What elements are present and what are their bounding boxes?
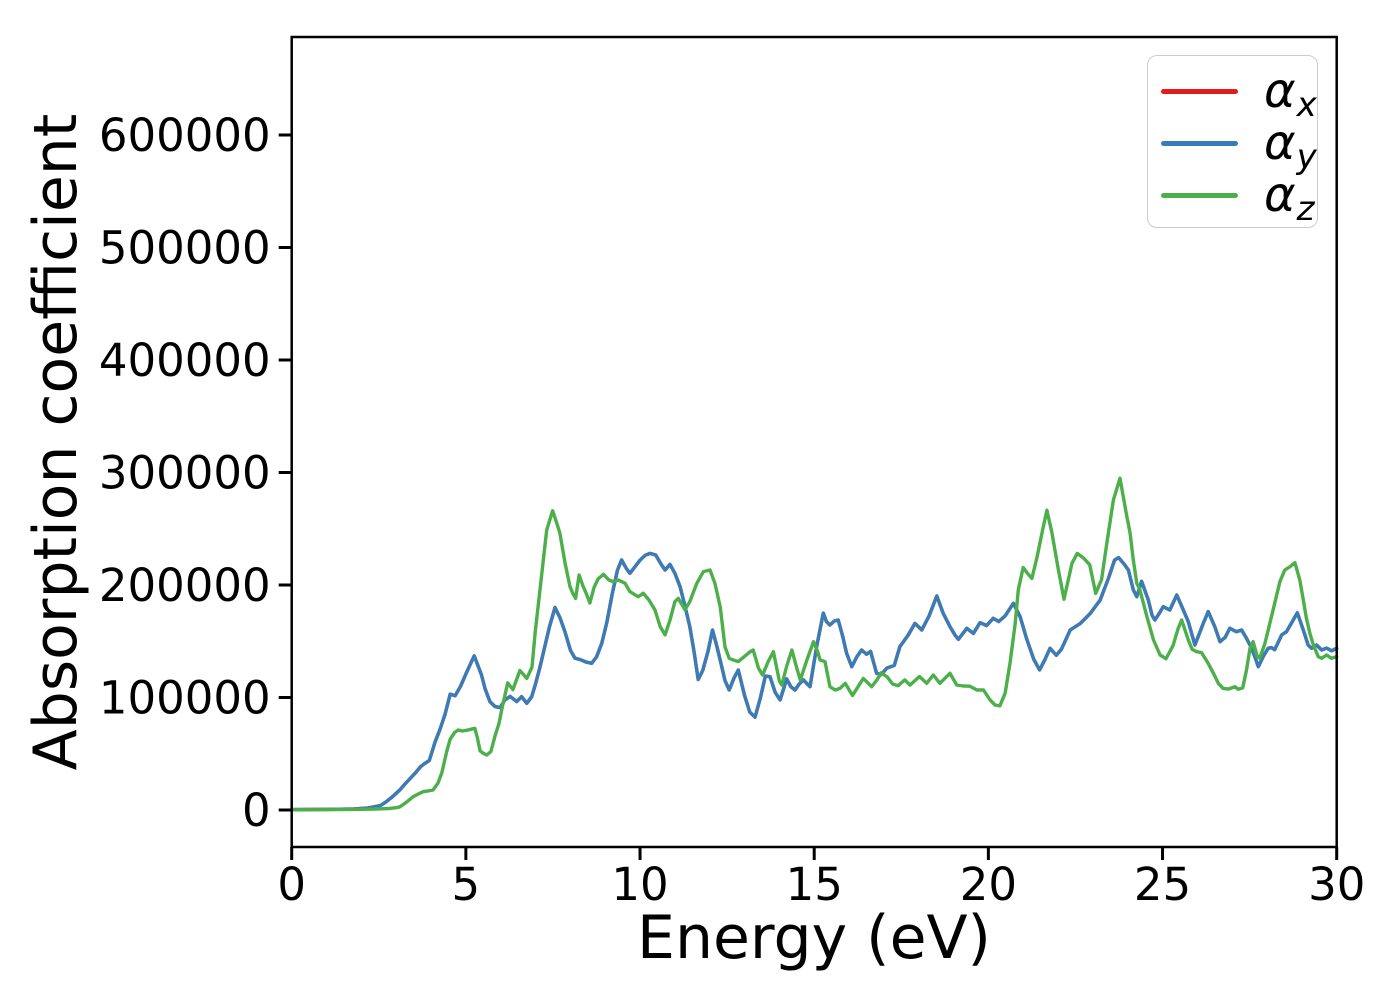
y-axis-title: Absorption coefficient <box>21 113 91 771</box>
x-tick-label: 15 <box>786 858 843 911</box>
x-tick-label: 10 <box>611 858 668 911</box>
legend-item-alpha-x: αx <box>1148 63 1317 125</box>
series-line-alpha-z <box>290 476 1339 812</box>
x-tick-label: 5 <box>452 858 481 911</box>
x-tick-label: 0 <box>277 858 306 911</box>
legend-line-alpha-x-swatch <box>1161 88 1238 94</box>
x-tick-label: 30 <box>1308 858 1365 911</box>
plot-border <box>290 35 1338 849</box>
x-axis-title: Energy (eV) <box>637 903 991 973</box>
legend-line-alpha-z-swatch <box>1161 192 1238 198</box>
x-tick-label: 25 <box>1134 858 1191 911</box>
y-tick-label: 0 <box>242 784 271 837</box>
y-tick-label: 300000 <box>99 446 271 499</box>
y-tick-label: 200000 <box>99 559 271 612</box>
y-tick-label: 400000 <box>99 334 271 387</box>
series-line-alpha-y <box>290 551 1339 812</box>
x-tick-label: 20 <box>960 858 1017 911</box>
legend: αx αy αz <box>1147 55 1318 228</box>
series-line-alpha-x <box>290 551 1339 812</box>
legend-label-alpha-y: αy <box>1264 115 1317 177</box>
y-tick-label: 600000 <box>99 109 271 162</box>
y-tick-label: 100000 <box>99 671 271 724</box>
legend-item-alpha-y: αy <box>1148 115 1317 177</box>
y-tick-label: 500000 <box>99 221 271 274</box>
legend-label-alpha-x: αx <box>1264 63 1317 125</box>
legend-label-alpha-z: αz <box>1264 167 1315 229</box>
legend-item-alpha-z: αz <box>1148 167 1317 229</box>
legend-line-alpha-y-swatch <box>1161 140 1238 146</box>
